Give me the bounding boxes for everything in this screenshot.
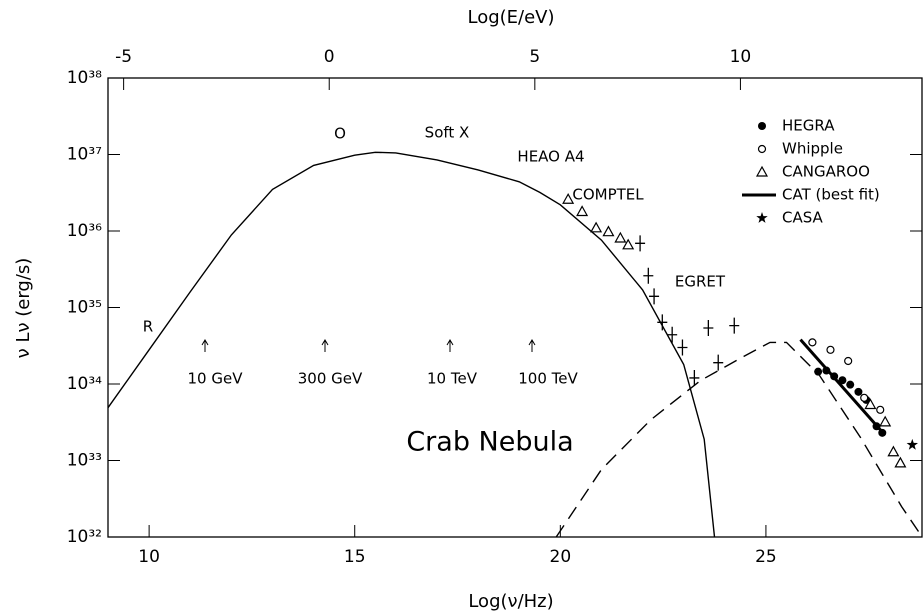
point bbox=[814, 367, 823, 376]
point bbox=[677, 339, 688, 356]
point bbox=[906, 438, 918, 450]
point bbox=[562, 193, 575, 204]
curve bbox=[555, 341, 923, 538]
legend-label: HEGRA bbox=[782, 117, 835, 135]
legend-label: Whipple bbox=[782, 140, 843, 158]
point bbox=[808, 338, 817, 347]
point bbox=[602, 225, 615, 237]
point bbox=[729, 317, 740, 334]
point bbox=[703, 319, 714, 336]
point bbox=[879, 415, 892, 427]
point bbox=[844, 356, 853, 366]
x-tick-label: 10 bbox=[138, 547, 160, 567]
point bbox=[757, 144, 767, 154]
arrow bbox=[321, 339, 329, 352]
point bbox=[838, 376, 847, 385]
annotation: Soft X bbox=[425, 124, 470, 142]
x2-tick-label: 0 bbox=[324, 47, 335, 67]
annotation: O bbox=[334, 125, 346, 143]
point bbox=[854, 387, 863, 396]
point bbox=[878, 428, 887, 437]
chart-title: Crab Nebula bbox=[406, 427, 573, 458]
point bbox=[713, 354, 724, 371]
x-axis-title: Log(ν/Hz) bbox=[468, 591, 553, 612]
annotation: EGRET bbox=[675, 273, 726, 291]
point bbox=[643, 267, 654, 284]
point bbox=[894, 456, 907, 468]
point bbox=[657, 314, 668, 331]
point bbox=[887, 445, 900, 457]
x-tick-label: 15 bbox=[344, 547, 366, 567]
point bbox=[826, 345, 835, 354]
legend-label: CANGAROO bbox=[782, 163, 870, 181]
point bbox=[755, 165, 769, 177]
annotation: HEAO A4 bbox=[517, 148, 584, 166]
point bbox=[614, 231, 627, 243]
point bbox=[876, 405, 885, 414]
y-tick-label: 10³⁶ bbox=[67, 221, 102, 241]
arrow bbox=[446, 339, 454, 352]
point bbox=[635, 235, 646, 252]
point bbox=[756, 212, 768, 223]
x2-tick-label: 10 bbox=[730, 47, 752, 67]
x-tick-label: 20 bbox=[550, 547, 572, 567]
top-axis-title: Log(E/eV) bbox=[467, 7, 554, 28]
arrow bbox=[528, 339, 536, 352]
annotation: R bbox=[143, 318, 153, 336]
arrow bbox=[201, 339, 209, 352]
point bbox=[860, 393, 869, 402]
y-tick-label: 10³³ bbox=[67, 451, 102, 471]
point bbox=[846, 380, 855, 389]
point bbox=[667, 326, 678, 343]
point bbox=[864, 398, 877, 410]
x-tick-label: 25 bbox=[755, 547, 777, 567]
x2-tick-label: 5 bbox=[529, 47, 540, 67]
point bbox=[758, 122, 766, 130]
fit-line bbox=[799, 338, 882, 432]
point bbox=[689, 369, 700, 386]
y-axis-title: ν Lν (erg/s) bbox=[13, 258, 34, 359]
annotation: 100 TeV bbox=[518, 370, 578, 388]
x2-tick-label: -5 bbox=[115, 47, 132, 67]
annotation: 10 TeV bbox=[427, 370, 478, 388]
point bbox=[576, 205, 589, 217]
annotation: 10 GeV bbox=[188, 370, 244, 388]
point bbox=[649, 288, 660, 305]
y-tick-label: 10³⁸ bbox=[67, 68, 102, 88]
y-tick-label: 10³² bbox=[67, 527, 102, 547]
point bbox=[590, 221, 603, 233]
curve bbox=[107, 151, 716, 538]
legend-label: CASA bbox=[782, 209, 824, 227]
legend-label: CAT (best fit) bbox=[782, 186, 880, 204]
y-tick-label: 10³⁷ bbox=[67, 145, 102, 165]
point bbox=[622, 238, 635, 250]
annotation: 300 GeV bbox=[298, 370, 363, 388]
y-tick-label: 10³⁴ bbox=[67, 374, 102, 394]
y-tick-label: 10³⁵ bbox=[67, 298, 102, 318]
annotation: COMPTEL bbox=[572, 186, 644, 204]
